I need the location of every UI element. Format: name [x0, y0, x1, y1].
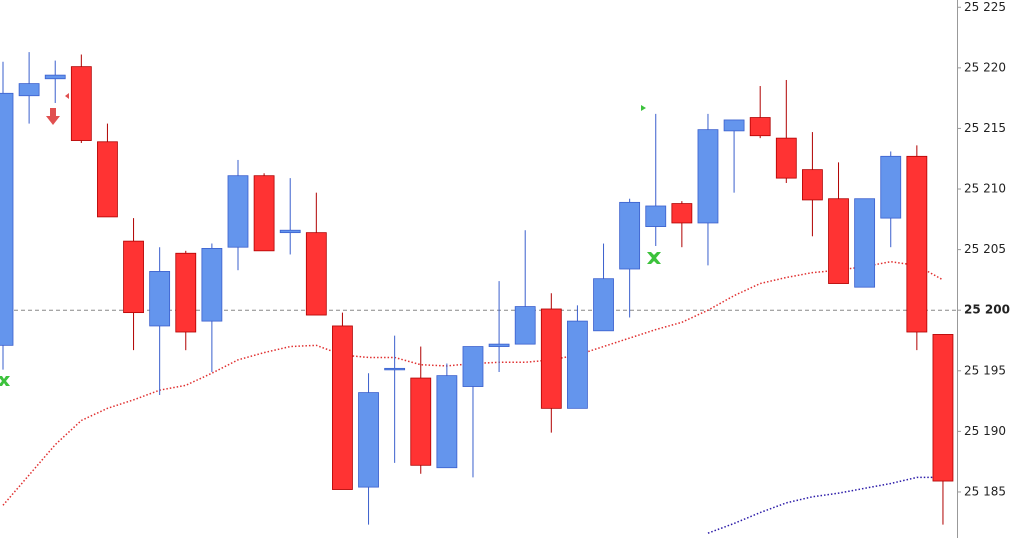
- y-tick-label: 25 195: [964, 363, 1006, 377]
- candle-body: [44, 74, 66, 80]
- buy-signal: [647, 252, 661, 264]
- y-tick-label: 25 185: [964, 484, 1006, 498]
- y-tick-label: 25 215: [964, 121, 1006, 135]
- candle-body: [253, 175, 275, 252]
- candle-body: [854, 198, 876, 288]
- candle-body: [723, 119, 745, 132]
- candle-body: [227, 175, 249, 248]
- candle-body: [932, 334, 954, 482]
- candle-body: [488, 343, 510, 347]
- candle-body: [906, 155, 928, 333]
- candle-body: [201, 248, 223, 322]
- candle-body: [567, 320, 588, 409]
- candle-body: [358, 392, 379, 488]
- y-tick-label: 25 200: [964, 303, 1010, 317]
- candle-body: [175, 252, 197, 333]
- candle-body: [802, 169, 823, 201]
- buy-marker: [641, 105, 646, 111]
- candle-body: [410, 377, 432, 466]
- candle-body: [880, 155, 902, 219]
- signal-icons: [0, 93, 661, 386]
- candle-body: [593, 278, 614, 332]
- candle-body: [462, 346, 484, 387]
- candle-body: [749, 117, 771, 137]
- y-tick-label: 25 220: [964, 60, 1006, 74]
- candle-body: [70, 66, 92, 141]
- candle-body: [0, 92, 14, 346]
- candle-body: [18, 83, 40, 97]
- candle-body: [697, 129, 719, 224]
- candle-body: [332, 325, 353, 490]
- candle-body: [671, 203, 693, 224]
- candle-body: [305, 232, 327, 316]
- moving-average: [707, 476, 943, 534]
- candle-body: [645, 205, 667, 227]
- candle-body: [97, 141, 118, 218]
- candle-body: [540, 308, 562, 409]
- sell-marker: [65, 93, 69, 99]
- y-tick-label: 25 205: [964, 242, 1006, 256]
- candle-body: [436, 375, 458, 469]
- candle-body: [775, 137, 797, 179]
- buy-signal: [0, 376, 10, 386]
- candle-body: [149, 271, 171, 327]
- candle-body: [123, 240, 144, 314]
- candle-body: [384, 367, 406, 371]
- y-tick-label: 25 210: [964, 182, 1006, 196]
- candle-body: [279, 229, 301, 234]
- candle-body: [619, 201, 641, 270]
- sell-arrow: [46, 108, 60, 125]
- y-tick-label: 25 225: [964, 0, 1006, 14]
- y-tick-label: 25 190: [964, 424, 1006, 438]
- candle-body: [514, 306, 536, 345]
- candle-body: [828, 198, 849, 284]
